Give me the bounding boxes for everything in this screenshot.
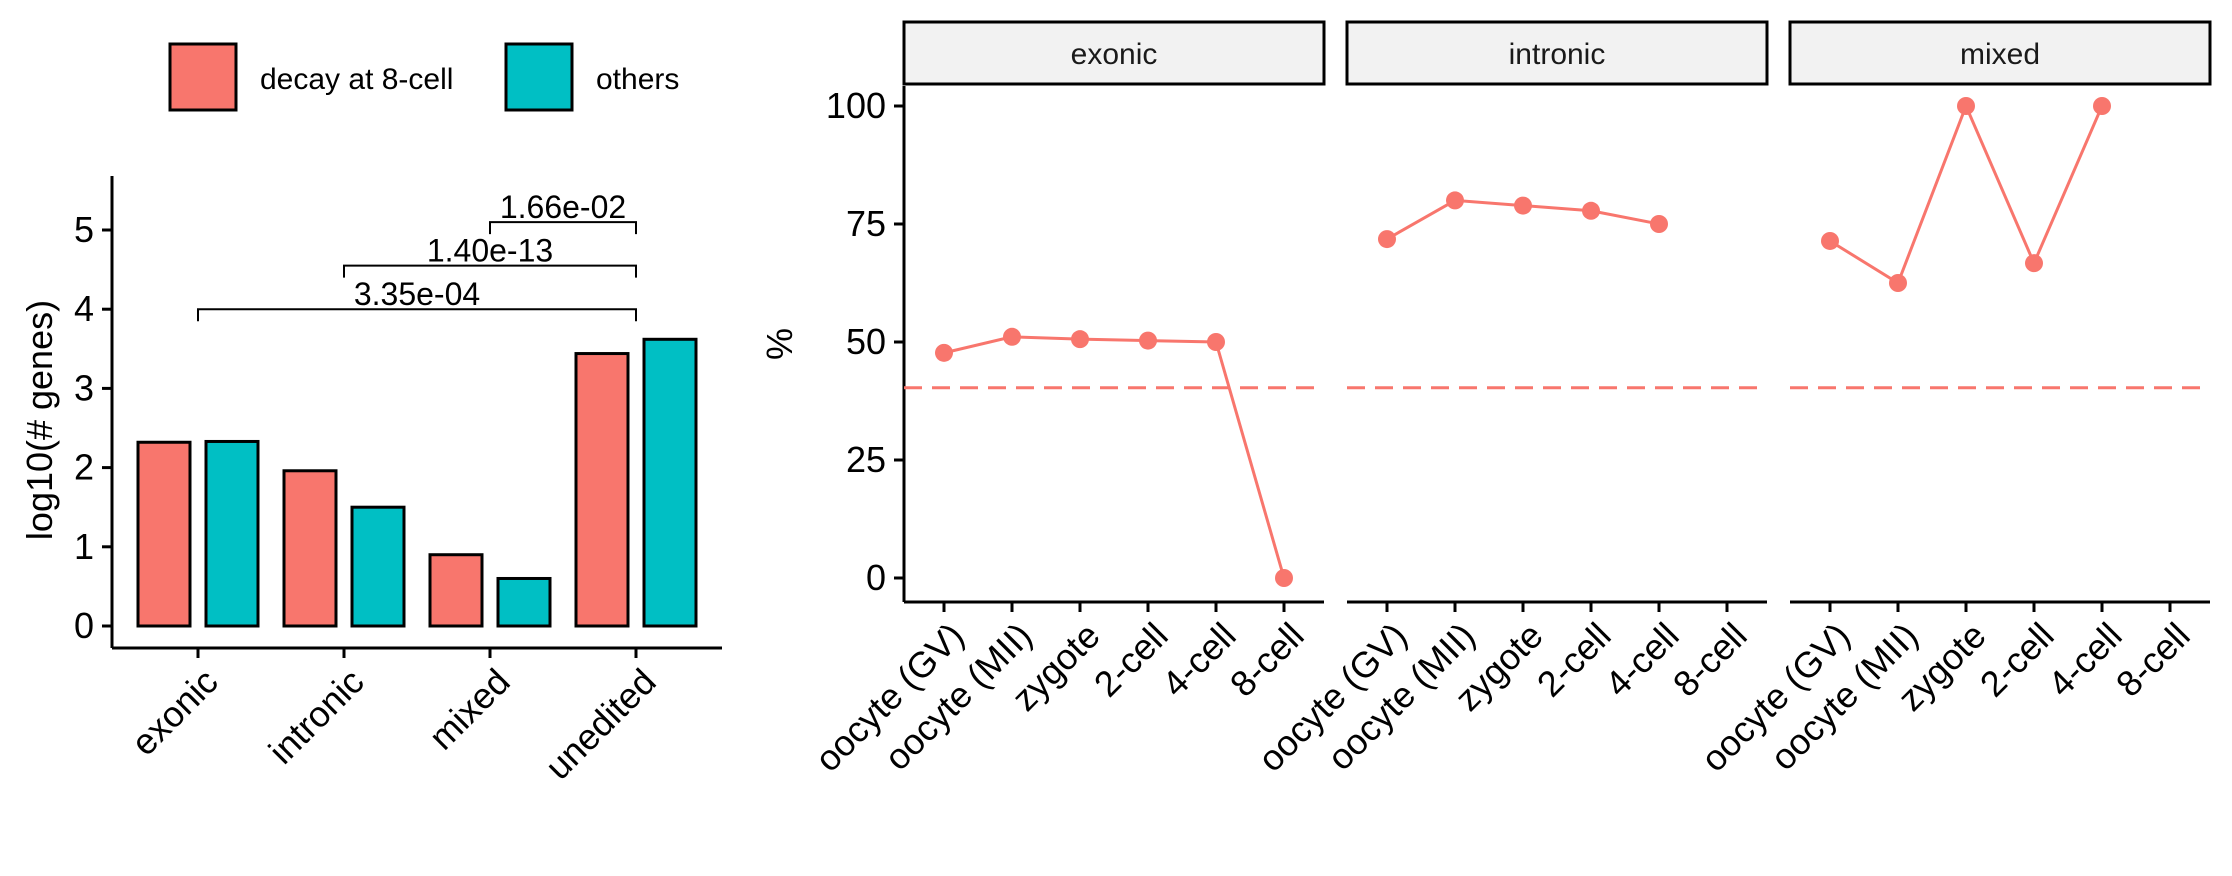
legend-label-decay: decay at 8-cell [260, 63, 453, 96]
facet-x-tick-label: 2-cell [1529, 615, 1619, 705]
data-point [1821, 231, 1839, 250]
series-line [943, 335, 1286, 579]
line-y-tick-label: 0 [866, 557, 886, 598]
facet-strip-label: intronic [1509, 38, 1606, 71]
data-point [1582, 201, 1600, 220]
facet-x-tick-label: 8-cell [1222, 615, 1312, 705]
line-y-tick-label: 100 [826, 85, 886, 126]
bar-x-tick-label: exonic [123, 661, 226, 764]
facet-x-tick-label: 4-cell [1597, 615, 1687, 705]
data-point [1957, 97, 1975, 115]
data-point [935, 343, 953, 362]
data-point [1071, 330, 1089, 349]
significance-bracket [343, 264, 637, 278]
bar-exonic-others [204, 439, 260, 628]
bar-unedited-others [642, 337, 698, 628]
bar-mixed-others [496, 576, 552, 628]
facet-x-tick-label: 2-cell [1972, 615, 2062, 705]
significance-bracket [489, 221, 637, 235]
data-point [1889, 274, 1907, 292]
line-y-tick-label: 75 [846, 203, 886, 244]
legend: decay at 8-cell others [168, 42, 679, 112]
bar-mixed-decay [428, 553, 484, 628]
legend-label-others: others [596, 63, 679, 96]
bar-y-tick-label: 2 [74, 447, 94, 488]
bar-y-tick-label: 0 [74, 605, 94, 646]
facet-x-tick-label: 2-cell [1086, 615, 1176, 705]
line-y-tick-label: 50 [846, 321, 886, 362]
facet-x-tick-label: 8-cell [2108, 615, 2198, 705]
bar-exonic-decay [136, 440, 192, 628]
facet-x-tick-label: 8-cell [1665, 615, 1755, 705]
bar-unedited-decay [574, 352, 630, 628]
bar-y-tick-label: 4 [74, 288, 94, 329]
data-point [1446, 191, 1464, 210]
data-point [2025, 254, 2043, 273]
bar-y-tick-label: 3 [74, 367, 94, 408]
significance-label: 3.35e-04 [354, 276, 480, 312]
significance-label: 1.66e-02 [500, 189, 626, 225]
bar-intronic-others [350, 505, 406, 628]
bar-x-tick-label: unedited [537, 661, 664, 788]
bar-x-tick-label: intronic [261, 661, 372, 772]
bar-y-tick-label: 5 [74, 209, 94, 250]
legend-key-others [504, 42, 574, 112]
data-point [2093, 97, 2111, 115]
data-point [1207, 333, 1225, 351]
legend-key-decay [168, 42, 238, 112]
facet-strip [902, 20, 1326, 86]
data-point [1275, 569, 1293, 587]
significance-label: 1.40e-13 [427, 233, 553, 269]
facet-strip-label: mixed [1960, 38, 2040, 71]
bar-x-tick-label: mixed [421, 661, 518, 758]
data-point [1003, 327, 1021, 346]
facet-strip [1788, 20, 2212, 86]
data-point [1514, 196, 1532, 215]
bar-y-tick-label: 1 [74, 526, 94, 567]
data-point [1650, 215, 1668, 233]
line-y-tick-label: 25 [846, 439, 886, 480]
data-point [1139, 331, 1157, 350]
facet-x-tick-label: 4-cell [1154, 615, 1244, 705]
bar-intronic-decay [282, 469, 338, 628]
series-line [1829, 102, 2104, 286]
data-point [1378, 230, 1396, 249]
bar-y-axis-title: log10(# genes) [19, 300, 60, 540]
line-y-axis-title: % [759, 328, 800, 360]
significance-bracket [197, 308, 637, 322]
facet-strip-label: exonic [1071, 38, 1158, 71]
facet-x-tick-label: 4-cell [2040, 615, 2130, 705]
facet-strip [1345, 20, 1769, 86]
bar-chart: log10(# genes) 0 1 2 3 4 5 exonic intronic mixed… [19, 176, 722, 787]
